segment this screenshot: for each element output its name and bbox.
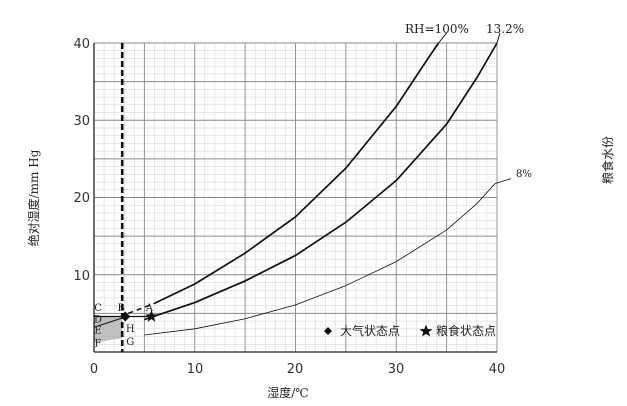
point-a-star xyxy=(145,309,158,322)
legend: 大气状态点 粮食状态点 xyxy=(324,323,496,338)
point-b-diamond xyxy=(120,311,131,322)
point-label-E: E xyxy=(94,325,101,336)
series-label-13-2: 13.2% xyxy=(486,22,524,36)
legend-label-grain: 粮食状态点 xyxy=(436,323,496,338)
legend-star-icon xyxy=(419,324,433,337)
y-tick-20: 20 xyxy=(73,191,90,206)
shaded-region-layer xyxy=(93,316,123,343)
series-label-rh100: RH=100% xyxy=(405,22,469,36)
right-side-label: 粮食水份 xyxy=(600,136,615,184)
series-curve-0 xyxy=(154,42,440,305)
y-tick-30: 30 xyxy=(73,114,90,129)
shaded-region xyxy=(94,316,123,343)
series-curve-2 xyxy=(144,183,496,336)
series-label-8: 8% xyxy=(516,169,532,180)
point-label-F: F xyxy=(95,339,102,350)
y-axis-label: 绝对湿度/mm Hg xyxy=(26,149,41,246)
axes: 0 10 20 30 40 10 20 30 40 湿度/℃ 绝对湿度/mm H… xyxy=(26,37,615,400)
x-axis-label: 湿度/℃ xyxy=(267,385,308,400)
point-label-G: G xyxy=(126,337,134,348)
line-e-b xyxy=(93,317,123,328)
legend-label-atmosphere: 大气状态点 xyxy=(340,323,400,338)
x-tick-10: 10 xyxy=(187,362,204,377)
point-label-C: C xyxy=(94,303,102,314)
series-labels: RH=100% 13.2% 8% xyxy=(405,22,532,180)
x-tick-20: 20 xyxy=(287,362,304,377)
x-tick-0: 0 xyxy=(90,362,98,377)
rh100-dashed-extension xyxy=(127,302,155,315)
rh8-leader xyxy=(494,178,512,184)
y-tick-10: 10 xyxy=(73,269,90,284)
legend-diamond-icon xyxy=(324,327,332,335)
rh100-leader xyxy=(438,32,447,44)
x-tick-40: 40 xyxy=(489,362,506,377)
rh132-leader xyxy=(496,32,501,44)
series-layer xyxy=(127,32,512,336)
series-curve-1 xyxy=(144,42,498,321)
point-label-H: H xyxy=(126,324,135,335)
point-label-B: B xyxy=(118,303,125,314)
x-tick-30: 30 xyxy=(388,362,405,377)
point-label-D: D xyxy=(94,315,102,326)
y-tick-40: 40 xyxy=(73,37,90,52)
point-label-A: A xyxy=(145,303,154,314)
